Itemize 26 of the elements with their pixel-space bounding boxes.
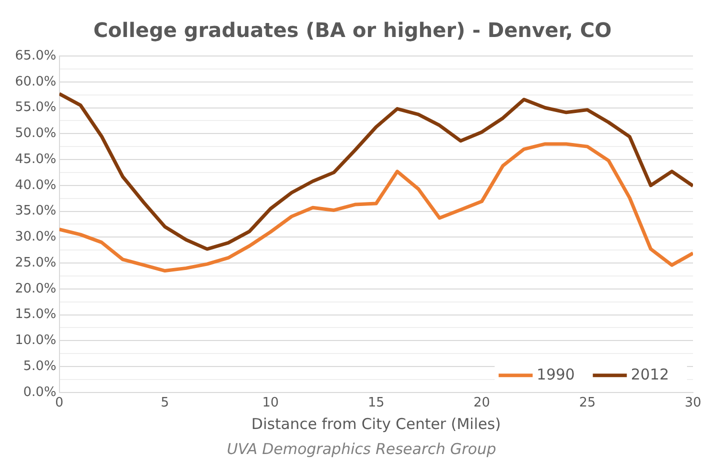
text: UVA Demographics Research Group xyxy=(226,440,498,458)
y-tick-label: 50.0% xyxy=(14,126,56,142)
x-tick-label: 30 xyxy=(684,396,702,411)
y-tick-label: 0.0% xyxy=(23,384,56,400)
y-tick-label: 30.0% xyxy=(14,230,56,245)
x-tick-label: 10 xyxy=(262,396,279,411)
y-tick-label: 65.0% xyxy=(14,48,56,64)
y-tick-label: 55.0% xyxy=(14,100,56,116)
legend-label: 2012 xyxy=(630,365,670,384)
x-tick-label: 15 xyxy=(368,396,384,411)
y-tick-label: 35.0% xyxy=(14,204,56,219)
y-tick-label: 40.0% xyxy=(14,178,56,193)
x-tick-label: 5 xyxy=(160,396,170,411)
x-tick-label: 25 xyxy=(579,396,596,411)
legend-label: 1990 xyxy=(536,365,575,384)
y-tick-label: 20.0% xyxy=(14,281,56,296)
y-tick-label: 10.0% xyxy=(14,333,56,348)
x-axis-title: Distance from City Center (Miles) xyxy=(251,414,501,433)
chart-title: College graduates (BA or higher) - Denver, CO xyxy=(93,18,612,42)
y-tick-label: 25.0% xyxy=(14,255,56,270)
y-tick-label: 45.0% xyxy=(14,152,56,167)
x-tick-label: 20 xyxy=(473,396,490,411)
y-tick-label: 5.0% xyxy=(23,358,56,374)
y-tick-label: 15.0% xyxy=(14,307,56,322)
x-tick-label: 0 xyxy=(55,396,64,411)
y-tick-label: 60.0% xyxy=(14,74,56,90)
